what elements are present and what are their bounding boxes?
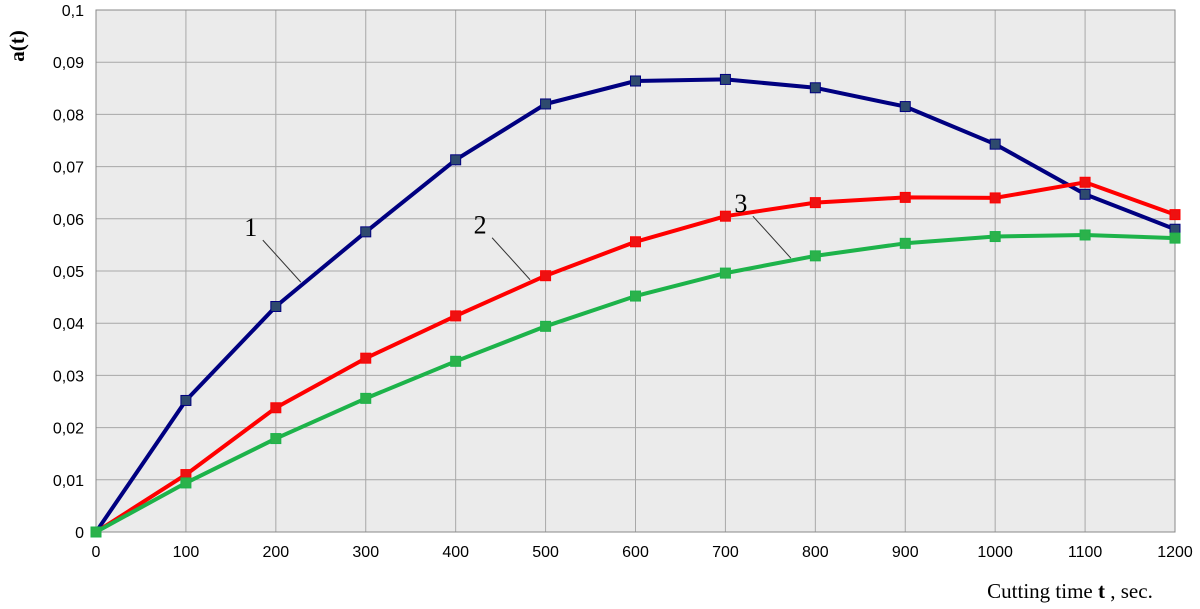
series-2-point — [360, 352, 372, 364]
series-3-point — [899, 237, 911, 249]
y-tick-label: 0,03 — [53, 368, 84, 385]
y-tick-label: 0,09 — [53, 55, 84, 72]
x-tick-label: 600 — [622, 544, 649, 561]
series-3-point — [180, 477, 192, 489]
series-2-point — [630, 236, 641, 248]
series-1-point — [989, 138, 1001, 150]
grid-lines — [95, 9, 1176, 533]
y-tick-label: 0 — [75, 525, 84, 542]
y-tick-label: 0,1 — [62, 3, 84, 20]
x-tick-label: 0 — [92, 544, 101, 561]
x-axis-ticks: 0 100 200 300 400 500 600 700 800 900 1000 1100 1200 — [92, 544, 1193, 561]
series-1-point — [270, 300, 282, 312]
series-1-point — [360, 226, 372, 238]
curve-label-1: 1 — [244, 213, 257, 242]
series-3-point — [1079, 229, 1091, 241]
series-3-point — [90, 526, 102, 538]
x-tick-label: 500 — [532, 544, 559, 561]
series-1-point — [450, 154, 462, 166]
plot-border — [95, 9, 1176, 533]
series-2-point — [899, 191, 911, 203]
series-3-point — [989, 231, 1001, 243]
x-tick-label: 700 — [712, 544, 739, 561]
series-3-point — [360, 392, 372, 404]
x-tick-label: 800 — [802, 544, 829, 561]
curve-label-3: 3 — [734, 189, 747, 218]
annotation-leader-line — [752, 215, 792, 259]
series-1-point — [809, 82, 821, 94]
x-tick-label: 100 — [173, 544, 200, 561]
series-2-point — [270, 402, 282, 414]
y-axis-label: a(t) — [5, 30, 29, 61]
series-1-point — [899, 101, 911, 113]
series-2-point — [540, 270, 552, 282]
curve-label-2: 2 — [474, 211, 487, 240]
x-tick-label: 200 — [262, 544, 289, 561]
annotation-leader-line — [262, 239, 302, 283]
x-tick-label: 400 — [442, 544, 469, 561]
series-1-point — [1079, 188, 1091, 200]
x-axis-label-prefix: Cutting time — [987, 579, 1098, 603]
y-tick-label: 0,04 — [53, 316, 84, 333]
x-tick-label: 300 — [352, 544, 379, 561]
series-2-point — [719, 210, 731, 222]
x-axis-label-suffix: , sec. — [1105, 579, 1153, 603]
x-tick-label: 1100 — [1068, 544, 1103, 561]
series-1-point — [630, 75, 641, 87]
series-2-point — [450, 310, 462, 322]
x-tick-label: 900 — [892, 544, 919, 561]
y-tick-label: 0,08 — [53, 107, 84, 124]
series-1-point — [180, 394, 192, 406]
y-tick-label: 0,01 — [53, 473, 84, 490]
y-axis-ticks: 0 0,01 0,02 0,03 0,04 0,05 0,06 0,07 0,08 0,09 0,1 — [53, 3, 84, 542]
series-3-point — [809, 250, 821, 262]
series-3-point — [270, 433, 282, 445]
y-tick-label: 0,06 — [53, 212, 84, 229]
y-tick-label: 0,02 — [53, 421, 84, 438]
series-3-point — [630, 290, 641, 302]
x-axis-label: Cutting time t , sec. — [987, 579, 1153, 603]
y-tick-label: 0,07 — [53, 160, 84, 177]
series-2-point — [1079, 176, 1091, 188]
series-2-point — [989, 192, 1001, 204]
series-1-point — [719, 73, 731, 85]
series-3-point — [450, 355, 462, 367]
series-2-point — [809, 197, 821, 209]
series-group — [90, 73, 1181, 538]
series-2-point — [1169, 209, 1181, 221]
series-1-point — [540, 98, 552, 110]
y-tick-label: 0,05 — [53, 264, 84, 281]
x-tick-label: 1000 — [977, 544, 1013, 561]
curve-annotations: 1 2 3 — [244, 189, 792, 283]
annotation-leader-line — [491, 237, 531, 281]
series-3-point — [1169, 232, 1181, 244]
x-axis-label-variable: t — [1098, 579, 1105, 603]
x-tick-label: 1200 — [1157, 544, 1193, 561]
series-3-point — [719, 267, 731, 279]
series-3-point — [540, 320, 552, 332]
